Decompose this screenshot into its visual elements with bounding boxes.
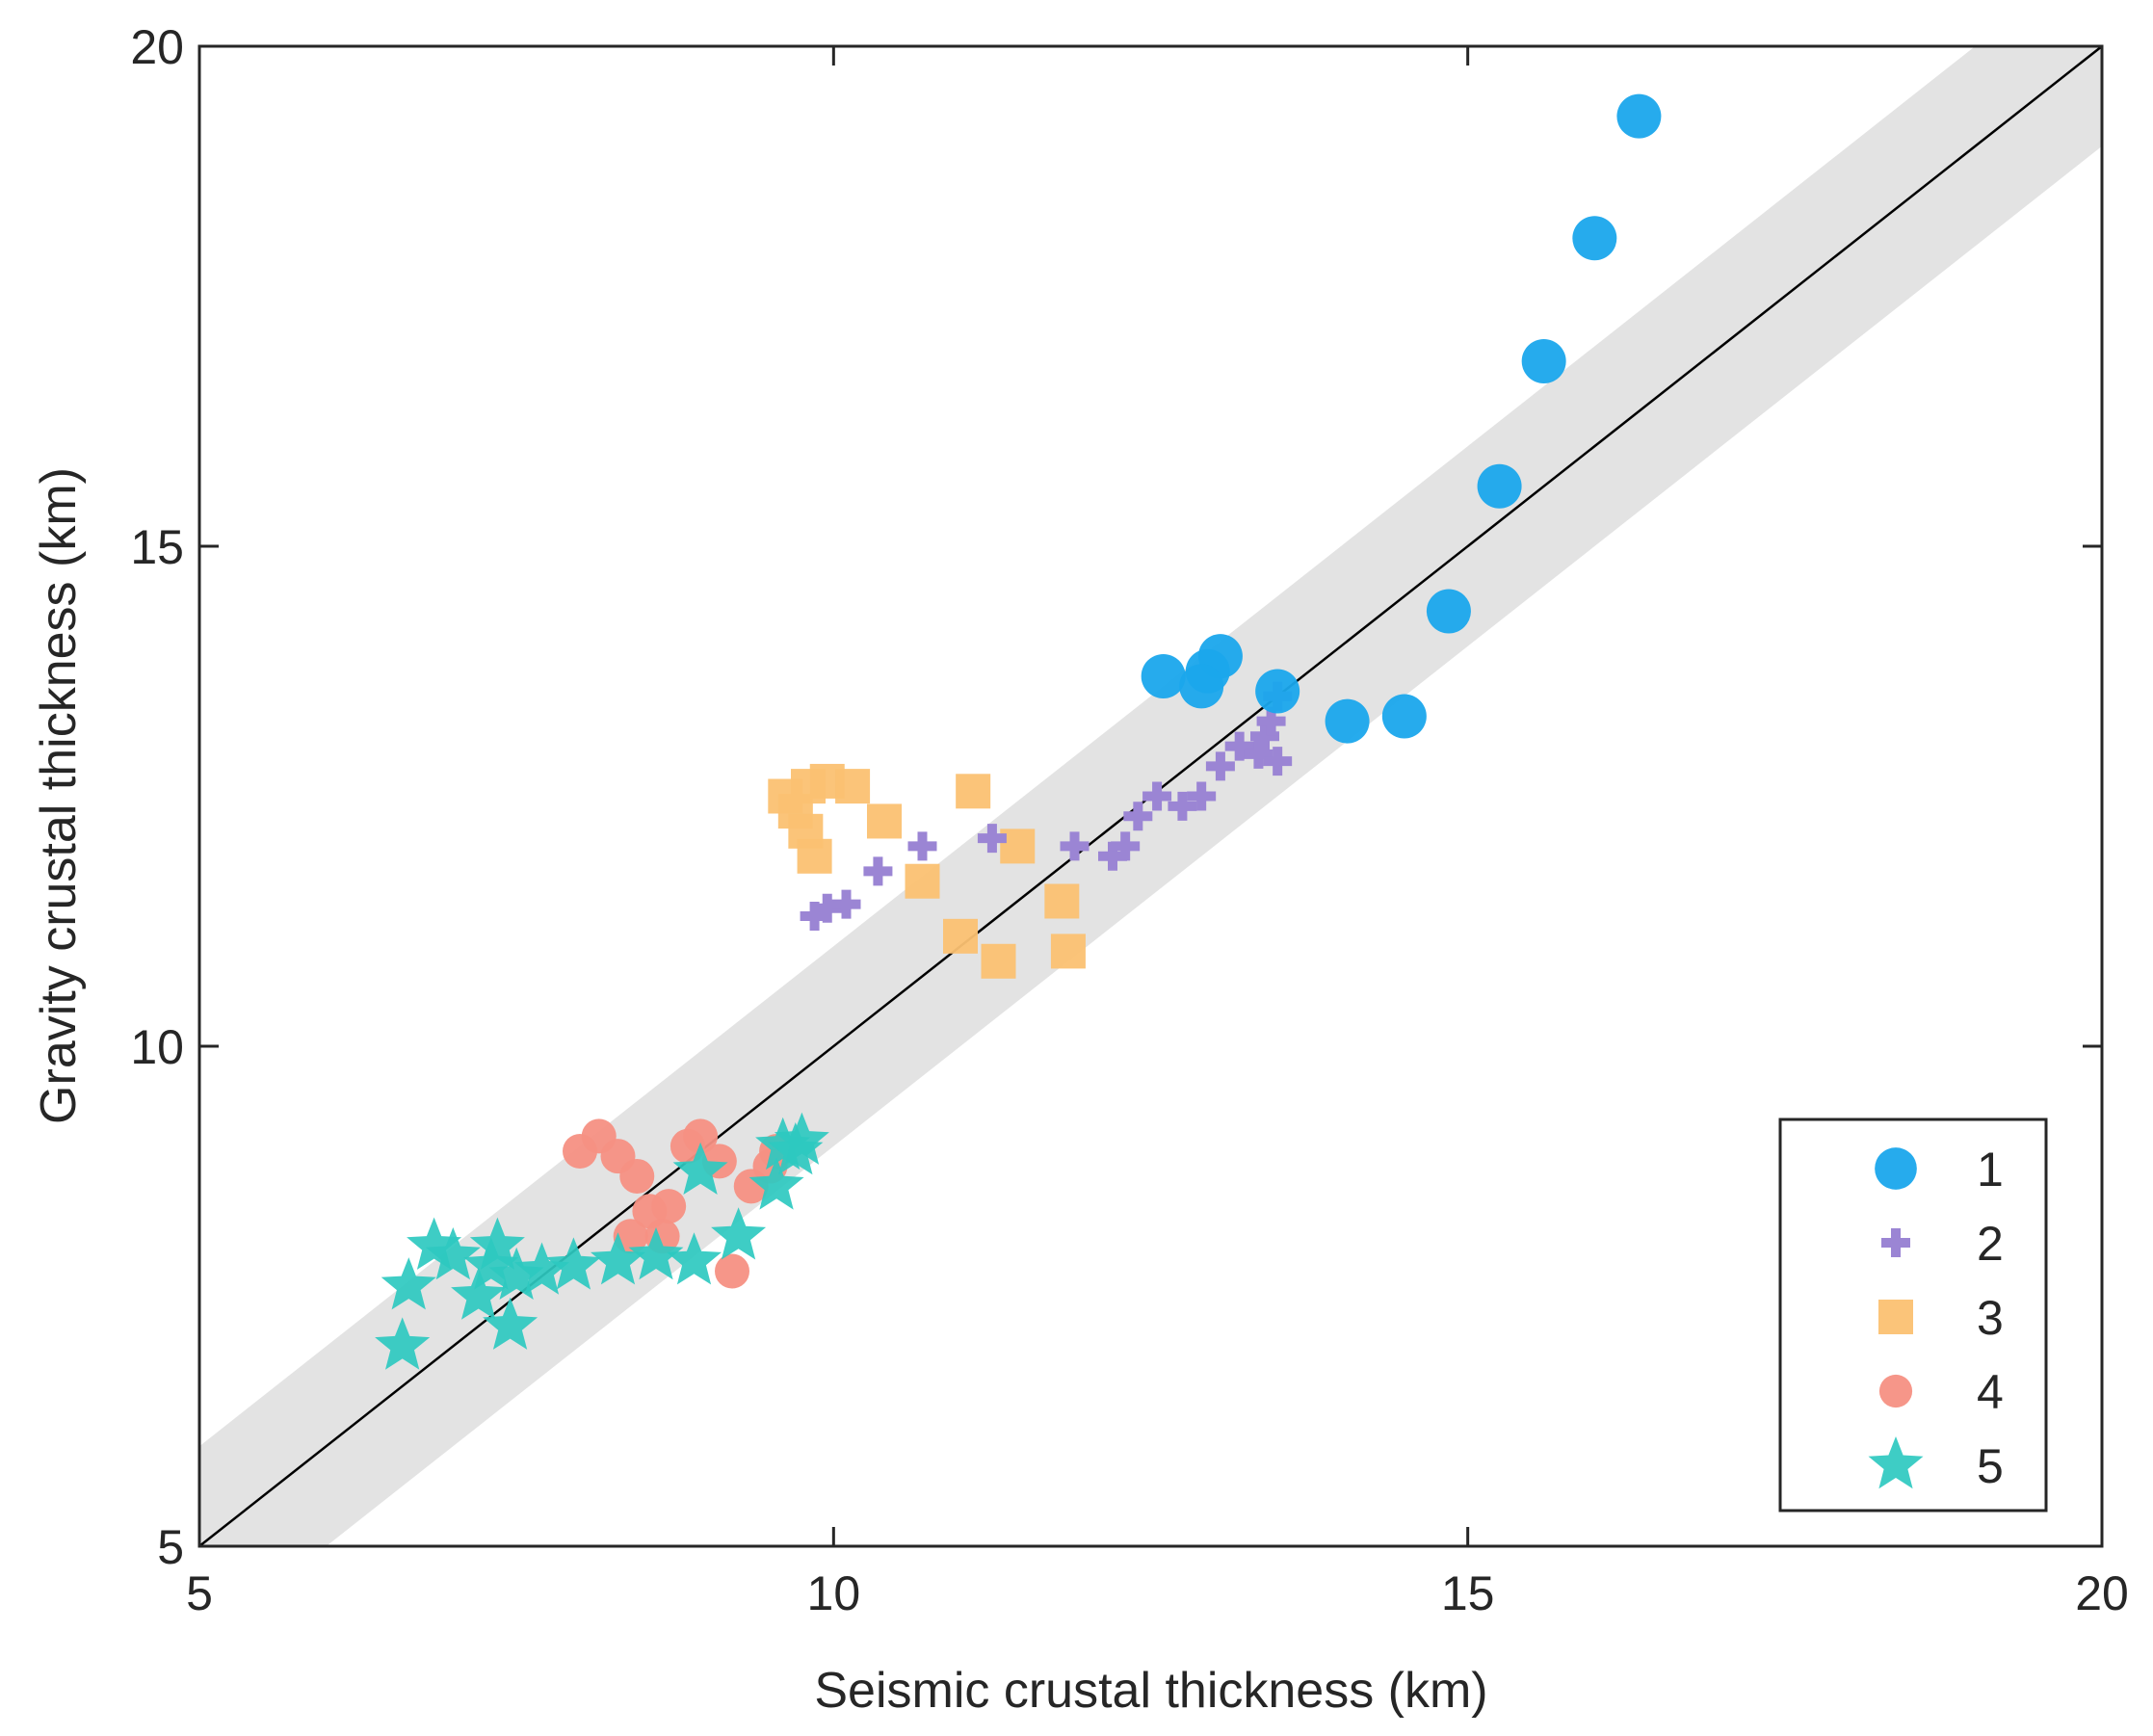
series-4-point bbox=[715, 1253, 749, 1289]
legend-label-5: 5 bbox=[1977, 1439, 2004, 1493]
series-1-point bbox=[1179, 664, 1224, 709]
series-2-point bbox=[1263, 747, 1293, 776]
plot-frame bbox=[197, 44, 2104, 1548]
series-5-point bbox=[381, 1257, 436, 1310]
series-1-points bbox=[1141, 93, 1662, 744]
series-5-point bbox=[425, 1227, 481, 1280]
series-1-point bbox=[1325, 698, 1370, 744]
series-3-points bbox=[768, 763, 1086, 979]
series-3-point bbox=[1044, 883, 1080, 919]
series-1-point bbox=[1381, 694, 1427, 739]
series-2-point bbox=[907, 831, 937, 861]
series-5-point bbox=[711, 1207, 767, 1260]
series-2-point bbox=[812, 893, 842, 923]
y-axis-title: Gravity crustal thickness (km) bbox=[31, 467, 87, 1124]
y-tick-label: 10 bbox=[130, 1020, 184, 1074]
x-tick-label: 15 bbox=[1441, 1566, 1495, 1620]
series-1-point bbox=[1616, 93, 1662, 139]
series-5-point bbox=[375, 1317, 431, 1370]
y-tick-label: 5 bbox=[157, 1520, 184, 1574]
legend-label-2: 2 bbox=[1977, 1217, 2004, 1271]
series-1-point bbox=[1572, 216, 1617, 261]
series-5-point bbox=[591, 1232, 645, 1285]
x-tick-label: 5 bbox=[186, 1566, 213, 1620]
series-3-point bbox=[905, 863, 940, 899]
series-5-point bbox=[748, 1157, 804, 1210]
series-5-point bbox=[451, 1267, 507, 1320]
legend-label-4: 4 bbox=[1977, 1365, 2004, 1419]
series-4-point bbox=[651, 1189, 687, 1224]
series-5-point bbox=[483, 1297, 538, 1350]
series-2-point bbox=[1168, 791, 1197, 821]
y-tick-label: 20 bbox=[130, 20, 184, 74]
series-3-point bbox=[981, 943, 1016, 979]
series-5-point bbox=[628, 1227, 684, 1280]
series-5-point bbox=[545, 1237, 601, 1290]
series-2-point bbox=[1205, 751, 1235, 781]
series-3-point bbox=[1050, 934, 1086, 969]
series-2-point bbox=[1244, 739, 1273, 769]
series-5-point bbox=[774, 1112, 829, 1165]
series-5-point bbox=[463, 1237, 519, 1290]
series-5-point bbox=[514, 1242, 569, 1295]
x-tick-label: 10 bbox=[807, 1566, 861, 1620]
x-tick-label: 20 bbox=[2075, 1566, 2129, 1620]
series-5-point bbox=[667, 1232, 722, 1285]
series-1-point bbox=[1426, 589, 1471, 634]
legend-label-3: 3 bbox=[1977, 1291, 2004, 1345]
series-2-point bbox=[800, 902, 829, 932]
series-2-point bbox=[977, 824, 1007, 854]
series-1-point bbox=[1255, 669, 1300, 714]
legend-marker-4 bbox=[1878, 1374, 1913, 1408]
legend-label-1: 1 bbox=[1977, 1143, 2004, 1197]
series-5-point bbox=[469, 1217, 525, 1270]
series-2-point bbox=[1142, 781, 1172, 811]
series-2-point bbox=[1256, 706, 1286, 736]
series-3-point bbox=[797, 838, 832, 874]
series-2-point bbox=[1111, 831, 1141, 861]
legend: 1 2 3 4 5 bbox=[1778, 1118, 2048, 1512]
y-tick-label: 15 bbox=[130, 520, 184, 574]
series-3-point bbox=[835, 769, 871, 804]
series-1-point bbox=[1521, 338, 1566, 383]
legend-marker-2 bbox=[1881, 1228, 1910, 1257]
series-2-point bbox=[1060, 831, 1090, 861]
series-2-point bbox=[1250, 722, 1279, 751]
series-5-point bbox=[407, 1217, 462, 1270]
series-5-point bbox=[488, 1247, 544, 1300]
series-2-point bbox=[1123, 802, 1153, 831]
series-4-point bbox=[683, 1118, 719, 1154]
series-2-point bbox=[863, 856, 893, 886]
series-5-points bbox=[375, 1112, 829, 1370]
series-2-point bbox=[1224, 731, 1254, 761]
series-1-point bbox=[1477, 463, 1522, 509]
series-3-point bbox=[943, 918, 978, 954]
series-5-point bbox=[672, 1142, 728, 1195]
x-axis-title: Seismic crustal thickness (km) bbox=[814, 1663, 1487, 1719]
series-3-point bbox=[867, 803, 902, 839]
series-3-point bbox=[956, 774, 991, 809]
legend-marker-5 bbox=[1868, 1436, 1924, 1489]
series-2-point bbox=[1187, 781, 1217, 811]
series-1-point bbox=[1141, 653, 1186, 698]
legend-marker-3 bbox=[1878, 1300, 1913, 1334]
series-4-point bbox=[619, 1158, 655, 1194]
series-2-point bbox=[1098, 841, 1127, 871]
legend-marker-1 bbox=[1875, 1147, 1917, 1190]
series-2-point bbox=[831, 889, 861, 919]
series-2-points bbox=[800, 681, 1293, 932]
